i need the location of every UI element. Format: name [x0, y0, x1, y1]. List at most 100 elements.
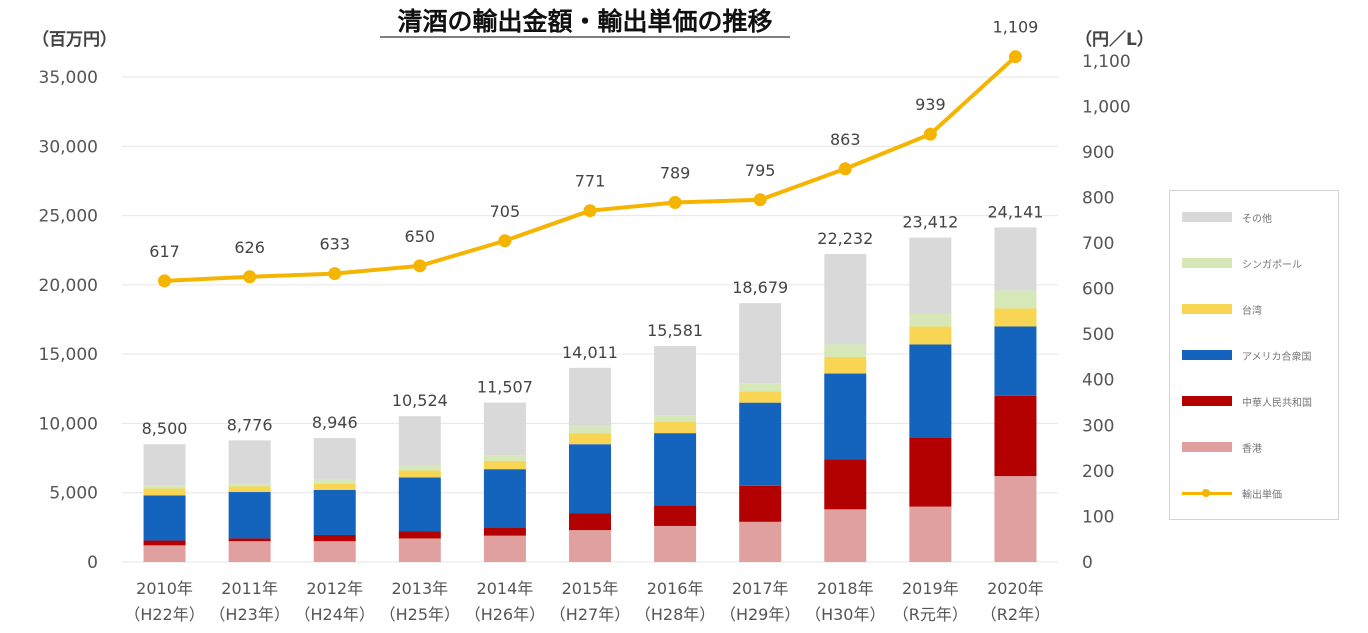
- x-tick-label: 2013年: [391, 579, 448, 598]
- x-tick-sublabel: （H22年）: [124, 605, 204, 624]
- bar-segment: [654, 346, 697, 416]
- bar-segment: [398, 477, 441, 532]
- x-tick-sublabel: （H27年）: [550, 605, 630, 624]
- total-label: 23,412: [902, 213, 958, 232]
- y2-tick-label: 900: [1082, 143, 1114, 163]
- bar-segment: [313, 541, 356, 562]
- bar-segment: [824, 253, 867, 345]
- bar-segment: [228, 492, 271, 539]
- legend-item: 台湾: [1182, 299, 1262, 319]
- line-point: [328, 267, 342, 281]
- legend-item: アメリカ合衆国: [1182, 345, 1312, 365]
- line-point: [668, 195, 682, 209]
- x-tick-sublabel: （H28年）: [635, 605, 715, 624]
- bar-segment: [654, 505, 697, 526]
- legend-swatch: [1182, 396, 1232, 406]
- bar-segment: [569, 433, 611, 445]
- bar-segment: [909, 326, 952, 345]
- x-tick-label: 2015年: [562, 579, 619, 598]
- y2-tick-label: 300: [1082, 416, 1114, 436]
- bar-segment: [654, 525, 697, 562]
- y-tick-label: 15,000: [39, 345, 98, 365]
- line-point: [1008, 50, 1022, 64]
- x-tick-sublabel: （H29年）: [720, 605, 800, 624]
- bar-segment: [228, 541, 271, 562]
- bar-segment: [143, 444, 186, 486]
- bar-segment: [569, 426, 611, 434]
- legend-label: アメリカ合衆国: [1242, 351, 1312, 363]
- line-data-label: 939: [915, 95, 946, 114]
- bar-segment: [654, 433, 697, 506]
- line-data-label: 650: [405, 227, 436, 246]
- bar-segment: [909, 506, 952, 562]
- legend-label: 輸出単価: [1242, 489, 1282, 501]
- legend-label: 台湾: [1242, 305, 1262, 317]
- line-point: [838, 162, 852, 176]
- stacked-bars: [143, 227, 1037, 562]
- y-tick-label: 0: [87, 553, 98, 573]
- bar-segment: [739, 303, 782, 384]
- line-point: [158, 274, 172, 288]
- bar-segment: [313, 534, 356, 542]
- bar-segment: [824, 373, 867, 460]
- x-tick-sublabel: （H25年）: [380, 605, 460, 624]
- legend-swatch: [1182, 442, 1232, 452]
- bar-segment: [483, 402, 526, 456]
- y2-tick-label: 500: [1082, 325, 1114, 345]
- legend-swatch: [1182, 350, 1232, 360]
- total-label: 8,500: [142, 419, 188, 438]
- bar-segment: [824, 356, 867, 374]
- bar-segment: [994, 326, 1037, 396]
- bar-segment: [569, 530, 611, 562]
- bar-segment: [824, 509, 867, 562]
- y2-tick-label: 0: [1082, 553, 1093, 573]
- bar-segment: [569, 367, 611, 427]
- line-point: [243, 270, 257, 284]
- bar-segment: [994, 476, 1037, 562]
- bar-segment: [483, 455, 526, 461]
- y2-tick-label: 400: [1082, 371, 1114, 391]
- bar-segment: [313, 489, 356, 535]
- line-data-label: 789: [660, 163, 691, 182]
- line-data-label: 863: [830, 130, 861, 149]
- bar-segment: [824, 344, 867, 357]
- legend-item: 中華人民共和国: [1182, 391, 1312, 411]
- bar-segment: [143, 488, 186, 496]
- line-point: [583, 204, 597, 218]
- bar-segment: [909, 313, 952, 327]
- bar-segment: [398, 416, 441, 466]
- bar-segment: [994, 308, 1037, 327]
- y-tick-label: 25,000: [39, 207, 98, 227]
- y-tick-label: 5,000: [49, 484, 98, 504]
- total-label: 8,776: [227, 415, 273, 434]
- total-label: 14,011: [562, 343, 618, 362]
- bar-segment: [398, 470, 441, 478]
- y2-tick-label: 600: [1082, 280, 1114, 300]
- x-tick-label: 2017年: [732, 579, 789, 598]
- bar-segment: [654, 415, 697, 423]
- bar-segment: [143, 540, 186, 546]
- total-label: 10,524: [392, 391, 448, 410]
- total-label: 24,141: [987, 202, 1043, 221]
- legend-swatch: [1182, 304, 1232, 314]
- bar-segment: [313, 438, 356, 480]
- left-axis-unit: （百万円）: [32, 29, 117, 50]
- x-tick-label: 2012年: [306, 579, 363, 598]
- x-tick-label: 2018年: [817, 579, 874, 598]
- x-tick-sublabel: （H23年）: [209, 605, 289, 624]
- bar-segment: [994, 227, 1037, 291]
- legend-item: その他: [1182, 207, 1272, 227]
- bar-segment: [398, 538, 441, 562]
- bar-segment: [909, 437, 952, 507]
- bar-segment: [569, 513, 611, 531]
- bar-segment: [739, 402, 782, 486]
- line-point: [498, 234, 512, 248]
- legend-label: 中華人民共和国: [1242, 397, 1312, 409]
- left-y-axis: 0 5,000 10,000 15,000 20,000 25,000 30,000 35,0…: [39, 68, 98, 573]
- bar-segment: [994, 395, 1037, 477]
- x-tick-sublabel: （H26年）: [465, 605, 545, 624]
- unit-price-line: 617 626 633 650 705 771 789 795 863 939 1,109: [149, 18, 1038, 288]
- line-data-label: 626: [234, 238, 265, 257]
- gridlines: [122, 76, 1058, 563]
- bar-segment: [143, 495, 186, 541]
